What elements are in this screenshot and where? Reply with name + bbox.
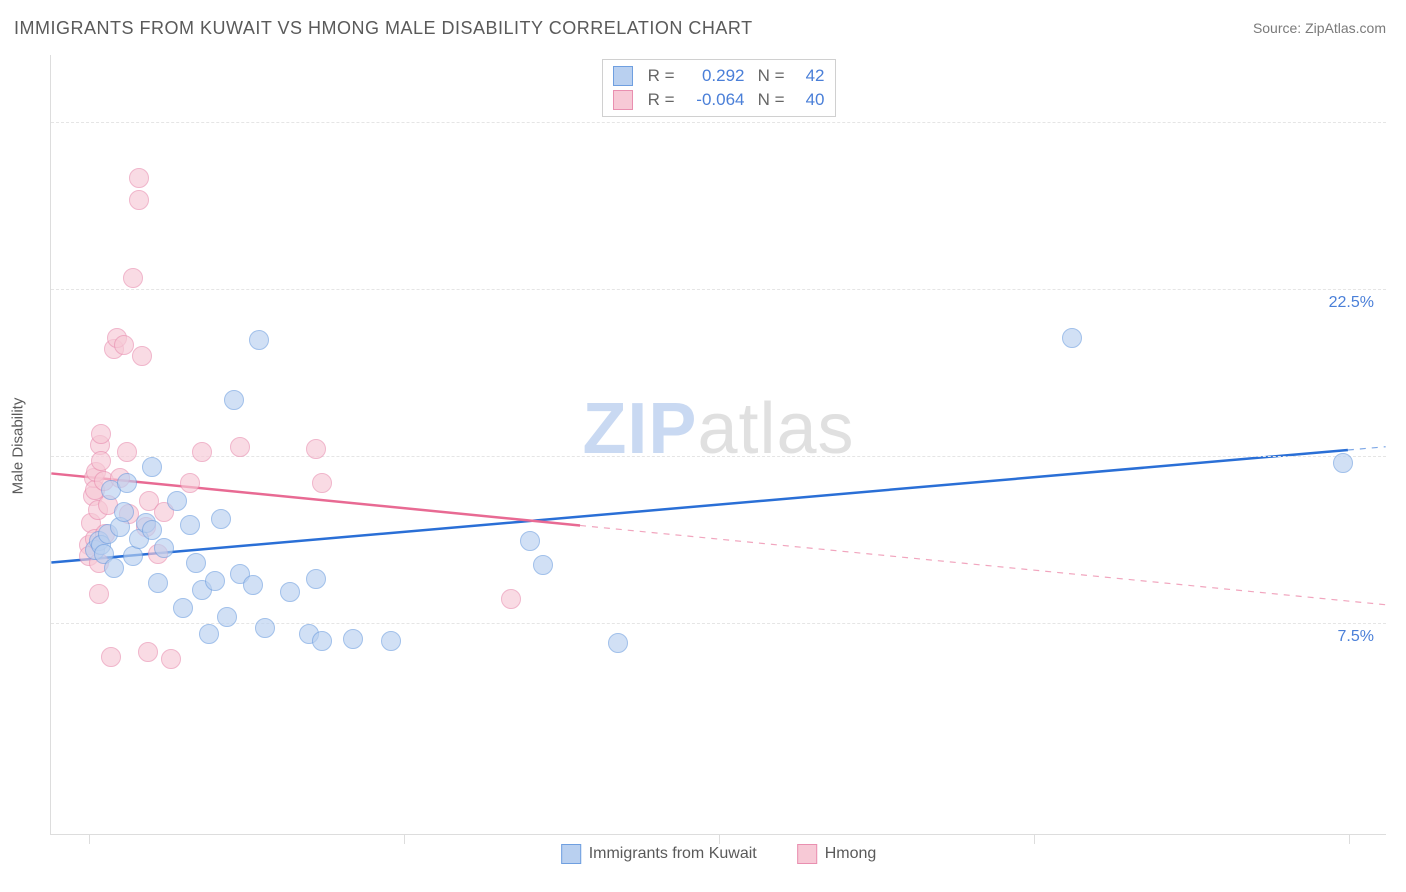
hmong-r-value: -0.064 [685, 88, 745, 112]
kuwait-point [280, 582, 300, 602]
y-axis-label: Male Disability [10, 398, 27, 495]
kuwait-point [142, 520, 162, 540]
kuwait-point [217, 607, 237, 627]
legend-item-kuwait: Immigrants from Kuwait [561, 844, 757, 864]
kuwait-swatch [613, 66, 633, 86]
hmong-legend-label: Hmong [825, 845, 877, 863]
hmong-point [138, 642, 158, 662]
r-label: R = [643, 88, 675, 112]
hmong-point [117, 442, 137, 462]
n-label: N = [755, 64, 785, 88]
kuwait-swatch [561, 844, 581, 864]
hmong-point [312, 473, 332, 493]
hmong-point [501, 589, 521, 609]
kuwait-point [173, 598, 193, 618]
kuwait-point [520, 531, 540, 551]
kuwait-point [608, 633, 628, 653]
correlation-legend: R = 0.292 N = 42 R = -0.064 N = 40 [602, 59, 836, 117]
kuwait-point [199, 624, 219, 644]
legend-row-hmong: R = -0.064 N = 40 [613, 88, 825, 112]
kuwait-point [211, 509, 231, 529]
y-tick-label: 22.5% [1327, 294, 1376, 312]
hmong-point [89, 584, 109, 604]
hmong-point [132, 346, 152, 366]
hmong-point [192, 442, 212, 462]
kuwait-point [180, 515, 200, 535]
gridline [51, 456, 1386, 457]
gridline [51, 289, 1386, 290]
kuwait-point [1062, 328, 1082, 348]
kuwait-point [167, 491, 187, 511]
x-tick [89, 834, 90, 844]
hmong-point [306, 439, 326, 459]
kuwait-point [224, 390, 244, 410]
hmong-point [114, 335, 134, 355]
hmong-swatch [613, 90, 633, 110]
x-tick [404, 834, 405, 844]
kuwait-point [306, 569, 326, 589]
hmong-point [230, 437, 250, 457]
hmong-point [123, 268, 143, 288]
hmong-swatch [797, 844, 817, 864]
trend-lines-layer [51, 55, 1386, 834]
r-label: R = [643, 64, 675, 88]
kuwait-point [243, 575, 263, 595]
chart-title: IMMIGRANTS FROM KUWAIT VS HMONG MALE DIS… [14, 18, 753, 39]
hmong-trend-line-extrapolated [580, 525, 1386, 604]
kuwait-legend-label: Immigrants from Kuwait [589, 845, 757, 863]
kuwait-r-value: 0.292 [685, 64, 745, 88]
x-tick [1349, 834, 1350, 844]
n-label: N = [755, 88, 785, 112]
x-tick [1034, 834, 1035, 844]
kuwait-point [381, 631, 401, 651]
legend-item-hmong: Hmong [797, 844, 877, 864]
watermark: ZIPatlas [582, 388, 854, 470]
hmong-point [180, 473, 200, 493]
legend-row-kuwait: R = 0.292 N = 42 [613, 64, 825, 88]
gridline [51, 623, 1386, 624]
kuwait-point [205, 571, 225, 591]
hmong-point [161, 649, 181, 669]
kuwait-trend-line [51, 450, 1348, 562]
kuwait-point [104, 558, 124, 578]
kuwait-point [142, 457, 162, 477]
kuwait-n-value: 42 [795, 64, 825, 88]
source-attribution: Source: ZipAtlas.com [1253, 20, 1386, 36]
kuwait-point [249, 330, 269, 350]
hmong-point [91, 424, 111, 444]
hmong-point [129, 190, 149, 210]
source-name: ZipAtlas.com [1305, 20, 1386, 36]
kuwait-point [1333, 453, 1353, 473]
kuwait-point [533, 555, 553, 575]
plot-area: ZIPatlas R =0.292N =42R =-0.064N =40 Imm… [50, 55, 1386, 835]
y-tick-label: 7.5% [1336, 628, 1376, 646]
gridline [51, 122, 1386, 123]
kuwait-point [255, 618, 275, 638]
kuwait-point [123, 546, 143, 566]
kuwait-point [343, 629, 363, 649]
series-legend: Immigrants from Kuwait Hmong [561, 844, 877, 864]
x-tick [719, 834, 720, 844]
kuwait-point [154, 538, 174, 558]
hmong-n-value: 40 [795, 88, 825, 112]
kuwait-point [114, 502, 134, 522]
kuwait-trend-line-extrapolated [1348, 447, 1386, 450]
kuwait-point [148, 573, 168, 593]
hmong-point [91, 451, 111, 471]
kuwait-point [117, 473, 137, 493]
hmong-point [129, 168, 149, 188]
source-prefix: Source: [1253, 20, 1305, 36]
kuwait-point [312, 631, 332, 651]
kuwait-point [186, 553, 206, 573]
hmong-point [101, 647, 121, 667]
chart-container: IMMIGRANTS FROM KUWAIT VS HMONG MALE DIS… [0, 0, 1406, 892]
